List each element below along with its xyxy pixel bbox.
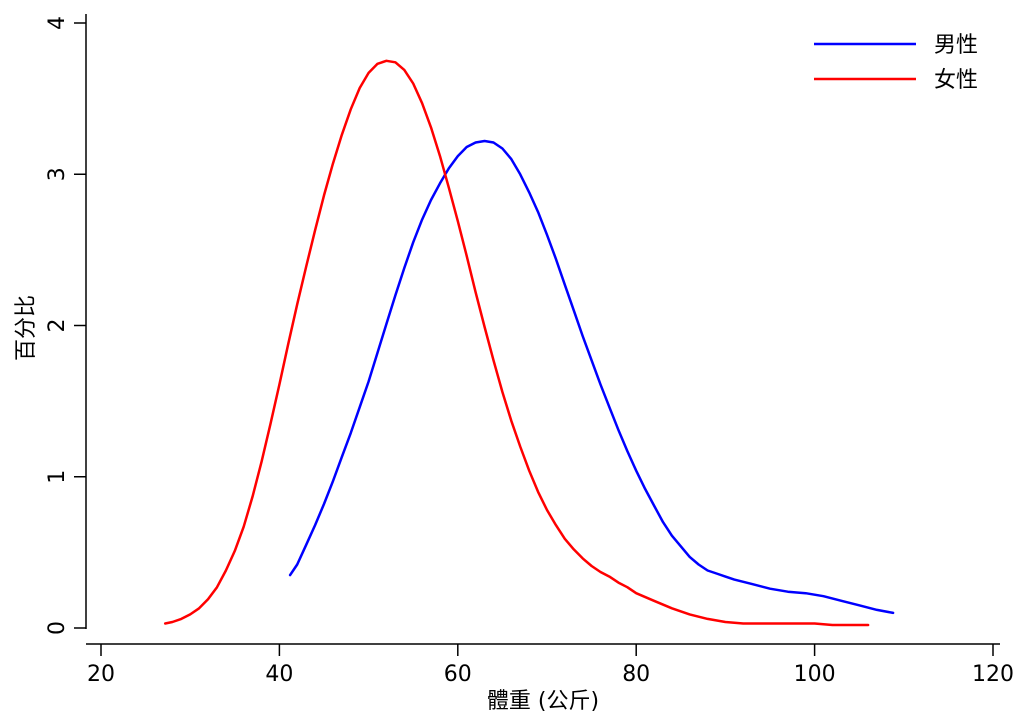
- x-tick-label-80: 80: [622, 662, 650, 687]
- y-tick-label-0: 0: [45, 621, 70, 635]
- y-tick-label-3: 3: [45, 167, 70, 181]
- x-tick-label-60: 60: [444, 662, 472, 687]
- series-layer: [163, 59, 895, 627]
- legend-label-male: 男性: [934, 33, 978, 58]
- y-axis-title: 百分比: [14, 295, 39, 361]
- y-tick-label-2: 2: [45, 319, 70, 333]
- legend: 男性 女性: [814, 33, 978, 93]
- legend-label-female: 女性: [934, 68, 978, 93]
- x-axis-title: 體重 (公斤): [487, 689, 599, 714]
- y-tick-label-1: 1: [45, 470, 70, 484]
- x-tick-label-100: 100: [794, 662, 836, 687]
- series-line-female: [163, 59, 870, 627]
- x-tick-label-120: 120: [972, 662, 1014, 687]
- x-ticks: 20 40 60 80 100 120: [87, 644, 1014, 687]
- y-ticks: 0 1 2 3 4: [45, 16, 86, 635]
- x-tick-label-20: 20: [87, 662, 115, 687]
- x-tick-label-40: 40: [265, 662, 293, 687]
- axes: 0 1 2 3 4 20 40 60 80 100 120: [45, 14, 1014, 687]
- y-tick-label-4: 4: [45, 16, 70, 30]
- series-line-male: [288, 139, 895, 615]
